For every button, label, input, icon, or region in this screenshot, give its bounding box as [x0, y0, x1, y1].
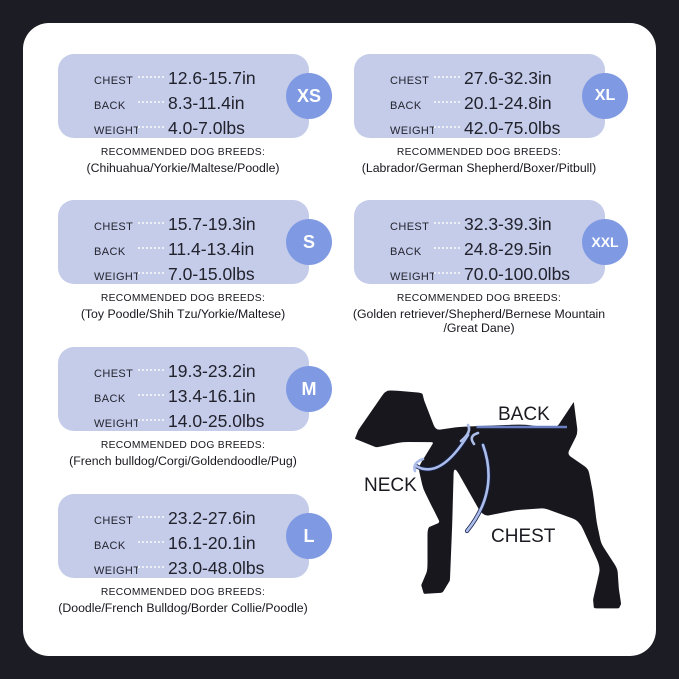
svg-text:CHEST: CHEST	[491, 526, 556, 547]
svg-text:BACK: BACK	[498, 404, 550, 425]
svg-text:NECK: NECK	[364, 475, 417, 496]
